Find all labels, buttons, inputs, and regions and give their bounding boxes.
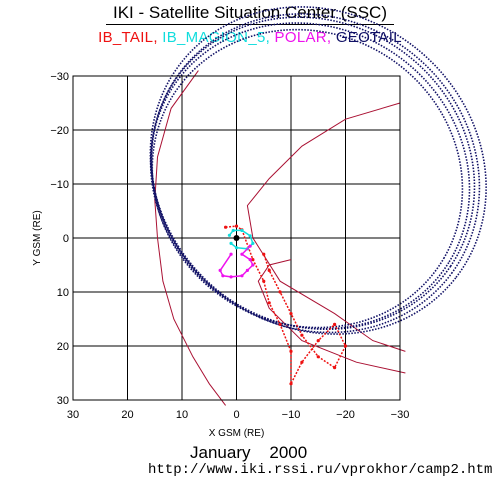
legend-geotail: GEOTAIL [335, 29, 402, 46]
x-tick-label: −30 [391, 409, 410, 421]
polar-point [248, 244, 252, 248]
polar-point [218, 268, 222, 272]
legend-sep-3: , [326, 29, 336, 46]
geotail-orbit [149, 22, 471, 330]
legend-sep-2: , [265, 29, 275, 46]
boundary-bow-shock [154, 70, 226, 406]
boundary-tail-lobe [257, 259, 406, 374]
polar-track [219, 245, 254, 278]
legend-sep-1: , [153, 29, 163, 46]
x-tick-label: 10 [176, 409, 188, 421]
ib-tail-point [267, 268, 271, 272]
ib-magion-5-point [234, 246, 239, 250]
ib-tail-point [278, 290, 282, 294]
plot-frame [72, 75, 401, 401]
geotail-orbit [149, 6, 487, 335]
geotail-orbit [150, 16, 476, 331]
ib-magion-5-point [251, 241, 255, 245]
ib-magion-5-point [240, 228, 244, 233]
ib-magion-5-point [229, 241, 233, 245]
title-underline [106, 24, 394, 25]
ib-tail-point [289, 382, 293, 386]
ib-tail-point [333, 366, 337, 370]
polar-point [229, 252, 233, 256]
ib-tail-point [289, 349, 293, 353]
y-tick-label: 30 [57, 395, 69, 407]
boundary-magnetopause [246, 102, 406, 352]
polar-point [240, 252, 244, 256]
y-tick-label: 10 [57, 287, 69, 299]
legend-ib-tail: IB_TAIL [98, 29, 154, 46]
polar-point [240, 274, 244, 278]
x-tick-label: 30 [67, 409, 79, 421]
y-tick-label: 20 [57, 341, 69, 353]
ib-tail-point [224, 225, 228, 229]
x-axis-label: X GSM (RE) [209, 428, 265, 439]
url-label: http://www.iki.rssi.ru/vprokhor/camp2.ht… [148, 462, 493, 478]
y-tick-label: −20 [50, 125, 69, 137]
legend-polar: POLAR [274, 29, 327, 46]
ib-tail-point [251, 258, 255, 262]
ib-tail-point [333, 322, 337, 326]
ib-tail-point [300, 333, 304, 337]
polar-point [229, 275, 233, 279]
month-label: January [190, 443, 251, 462]
ib-tail-point [316, 339, 320, 343]
ib-tail-point [262, 279, 266, 283]
x-tick-label: 0 [233, 409, 239, 421]
polar-point [248, 258, 252, 262]
y-tick-label: −30 [50, 71, 69, 83]
earth-marker [233, 235, 240, 241]
page-title: IKI - Satellite Situation Center (SSC) [112, 3, 387, 22]
ib-tail-point [300, 360, 304, 364]
y-axis-label: Y GSM (RE) [32, 210, 43, 265]
legend: IB_TAIL, IB_MAGION_5, POLAR, GEOTAIL [0, 29, 500, 46]
ib-tail-track [225, 225, 347, 385]
year-label: 2000 [269, 443, 308, 462]
geotail-orbit [150, 13, 481, 334]
date-label: January 2000 [190, 443, 307, 463]
polar-point [251, 263, 255, 267]
ib-tail-point [267, 301, 271, 305]
x-tick-label: 20 [121, 409, 133, 421]
ib-tail-point [289, 312, 293, 316]
y-tick-label: −10 [50, 179, 69, 191]
ib-tail-point [234, 224, 239, 228]
ib-magion-5-point [231, 228, 235, 233]
geotail-orbit [151, 28, 464, 329]
ib-magion-5-point [227, 233, 232, 237]
polar-point [221, 274, 225, 278]
ib-tail-point [343, 344, 348, 348]
ib-magion-5-point [248, 234, 252, 238]
polar-point [245, 268, 249, 272]
y-tick-label: 0 [63, 233, 69, 245]
x-tick-label: −10 [282, 409, 301, 421]
ib-tail-point [278, 322, 282, 326]
x-tick-label: −20 [336, 409, 355, 421]
ib-tail-point [316, 355, 320, 359]
ib-tail-point [262, 252, 266, 256]
